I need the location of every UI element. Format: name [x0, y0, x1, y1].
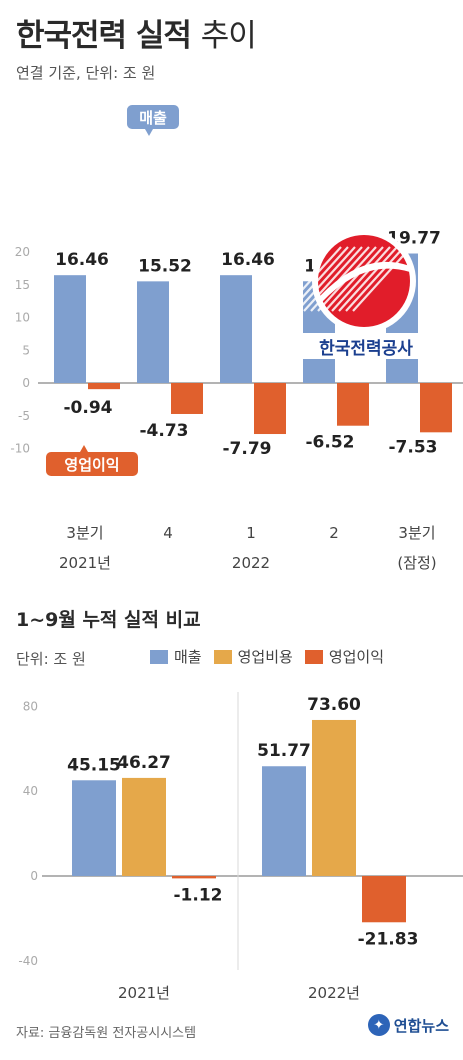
revenue-bar	[137, 281, 169, 383]
x-category-label: 2021년	[118, 984, 170, 1002]
operating-profit-value-label: -0.94	[64, 398, 113, 418]
operating-profit-bar	[254, 383, 286, 435]
operating-profit-value-label: -7.79	[223, 439, 272, 459]
x-category-label: 2	[329, 524, 339, 542]
y-tick-label: -10	[10, 442, 30, 456]
chart2-title: 1~9월 누적 실적 비교	[16, 609, 201, 631]
x-category-label: 2022년	[308, 984, 360, 1002]
kepco-logo-text: 한국전력공사	[319, 339, 413, 359]
yonhap-globe-icon: ✦	[367, 1014, 390, 1036]
y-tick-label: 80	[23, 699, 38, 713]
operating-profit-bar	[172, 876, 216, 879]
operating-profit-series-tag-box	[46, 452, 138, 476]
revenue-value-label: 15.52	[138, 256, 192, 276]
y-tick-label: 5	[22, 343, 30, 357]
cumulative-chart: -40 0 40 80 45.15 51.77 46.27 73.60 -1.12 -21.83 2…	[18, 692, 463, 1002]
revenue-series-tag: 매출	[139, 109, 167, 127]
operating-profit-bar	[362, 876, 406, 923]
kepco-logo-icon	[282, 229, 434, 359]
revenue-value-label: 51.77	[257, 741, 311, 761]
revenue-bar	[262, 766, 306, 876]
y-tick-label: 20	[15, 245, 30, 259]
quarterly-chart: -10-50510152016.4615.5216.4615.5319.77한국…	[10, 105, 463, 572]
operating-profit-bar	[337, 383, 369, 426]
x-category-label: 2022	[232, 554, 270, 572]
revenue-value-label: 16.46	[221, 250, 275, 270]
legend-item-revenue: 매출	[150, 646, 202, 667]
revenue-bar	[220, 275, 252, 383]
legend-label-operating-cost: 영업비용	[237, 648, 293, 666]
page-title: 한국전력 실적 추이	[16, 10, 257, 55]
y-tick-label: 15	[15, 278, 30, 292]
brand-name: 연합뉴스	[393, 1016, 449, 1035]
operating-profit-bar	[420, 383, 452, 433]
operating-profit-bar	[171, 383, 203, 414]
revenue-series-tag-box	[127, 105, 179, 129]
y-tick-label: 0	[30, 869, 38, 883]
operating-profit-bar	[88, 383, 120, 390]
y-tick-label: -40	[18, 954, 38, 968]
operating-profit-series-tag-pointer	[80, 445, 88, 452]
x-category-label: (잠정)	[397, 554, 436, 572]
title-light: 추이	[200, 18, 257, 54]
x-category-label: 4	[163, 524, 173, 542]
legend-item-operating-cost: 영업비용	[213, 646, 293, 667]
y-tick-label: 0	[22, 376, 30, 390]
legend-label-revenue: 매출	[174, 648, 202, 666]
brand-logo: ✦ 연합뉴스	[367, 1014, 449, 1036]
x-category-label: 3분기	[66, 524, 103, 542]
operating-profit-value-label: -7.53	[389, 437, 438, 457]
chart1-unit-label: 연결 기준, 단위: 조 원	[16, 64, 156, 82]
y-tick-label: 40	[23, 784, 38, 798]
y-tick-label: 10	[15, 311, 30, 325]
revenue-value-label: 16.46	[55, 250, 109, 270]
operating-cost-value-label: 73.60	[307, 695, 361, 715]
title-bold: 한국전력 실적	[16, 18, 192, 54]
revenue-series-tag-pointer	[145, 129, 153, 136]
revenue-value-label: 19.77	[387, 229, 441, 249]
x-category-label: 2021년	[59, 554, 111, 572]
legend-label-operating-profit: 영업이익	[328, 648, 385, 666]
legend-item-operating-profit: 영업이익	[304, 646, 385, 667]
revenue-value-label: 45.15	[67, 755, 121, 775]
operating-cost-value-label: 46.27	[117, 753, 171, 773]
chart2-legend: 매출 영업비용 영업이익	[150, 646, 384, 667]
source-note: 자료: 금융감독원 전자공시시스템	[16, 1026, 197, 1041]
y-tick-label: -5	[18, 409, 30, 423]
revenue-bar	[72, 780, 116, 876]
operating-profit-value-label: -1.12	[174, 885, 223, 905]
operating-profit-value-label: -21.83	[358, 929, 419, 949]
operating-cost-bar	[312, 719, 356, 876]
operating-profit-value-label: -6.52	[306, 433, 355, 453]
chart2-unit-label: 단위: 조 원	[16, 650, 86, 668]
operating-profit-series-tag: 영업이익	[64, 456, 119, 474]
revenue-bar	[54, 275, 86, 383]
legend-swatch-operating-profit	[304, 649, 323, 664]
operating-profit-value-label: -4.73	[140, 421, 189, 441]
legend-swatch-operating-cost	[213, 649, 232, 664]
operating-cost-bar	[122, 777, 166, 876]
legend-swatch-revenue	[150, 649, 168, 664]
x-category-label: 3분기	[398, 524, 435, 542]
x-category-label: 1	[246, 524, 256, 542]
